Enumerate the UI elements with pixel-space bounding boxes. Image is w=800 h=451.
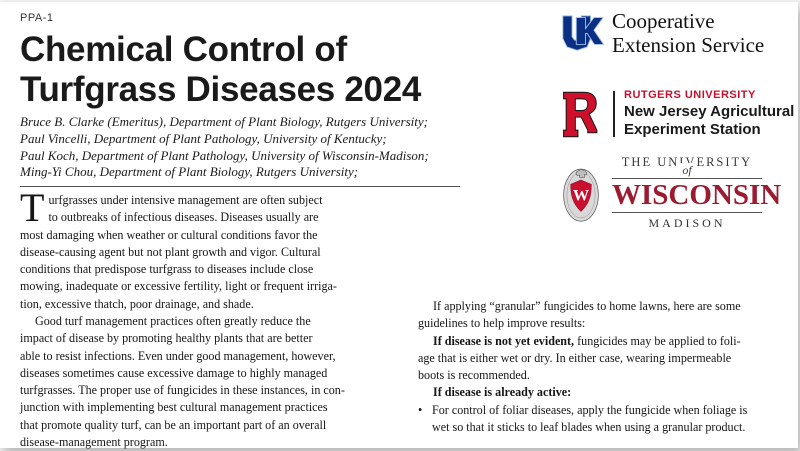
svg-text:W: W <box>573 186 590 205</box>
